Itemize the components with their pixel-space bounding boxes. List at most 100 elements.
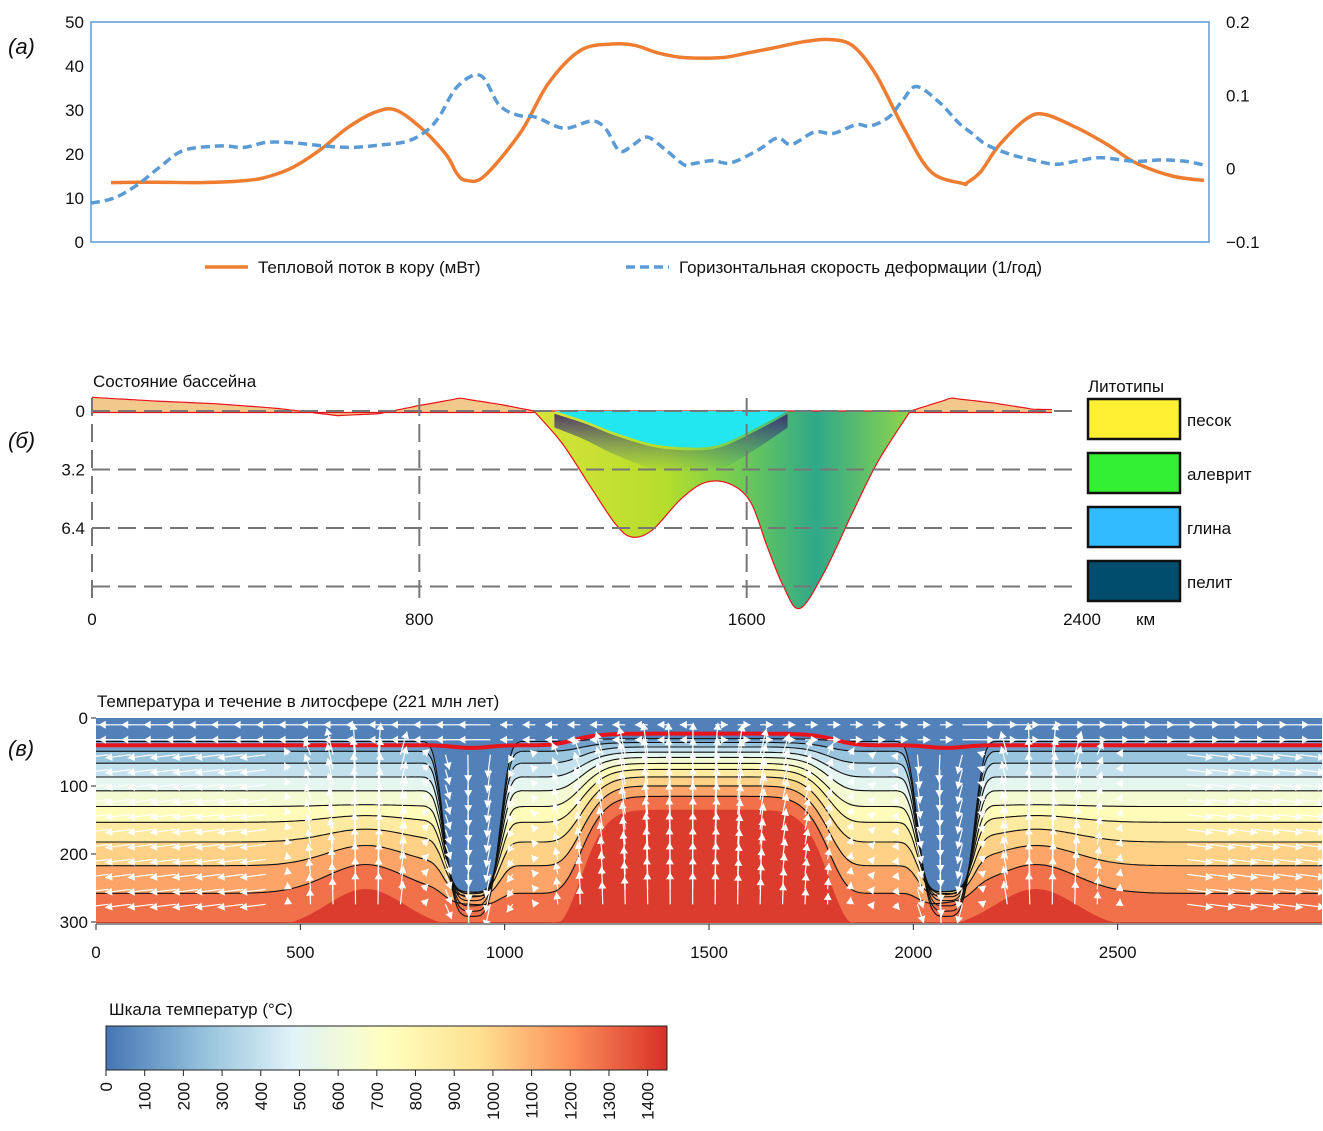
flow-vector-head [712, 797, 721, 805]
flow-vector-head [1071, 865, 1080, 874]
flow-vector-head [779, 853, 788, 861]
flow-vector-head [172, 827, 181, 836]
flow-vector-head [734, 858, 743, 866]
flow-vector-head [421, 808, 430, 817]
isotherm [96, 746, 1322, 907]
flow-vector-head [665, 842, 674, 850]
flow-vector-head [1295, 768, 1303, 776]
flow-vector-head [1050, 737, 1059, 746]
flow-vector-head [127, 842, 136, 851]
flow-vector-head [458, 720, 466, 729]
flow-vector-head [401, 731, 409, 740]
flow-vector-head [531, 854, 540, 863]
panel-b-x-tick: 0 [87, 610, 96, 629]
flow-vector-head [720, 735, 728, 744]
flow-vector-head [711, 857, 720, 865]
flow-vector-head [916, 855, 925, 864]
panel-a-y-tick: 20 [65, 145, 84, 164]
flow-vector-head [551, 772, 560, 781]
flow-vector-head [172, 887, 181, 896]
flow-vector-head [172, 812, 181, 821]
flow-vector-head [195, 902, 203, 911]
flow-vector-head [350, 767, 359, 775]
flow-vector-head [1093, 876, 1102, 884]
flow-vector-head [1096, 756, 1104, 765]
flow-vector-head [444, 836, 453, 845]
flow-vector-head [1024, 752, 1033, 760]
flow-vector-head [665, 767, 674, 775]
flow-vector-head [1205, 872, 1213, 881]
flow-vector-head [351, 872, 360, 880]
flow-vector-head [847, 762, 855, 771]
flow-vector-head [506, 904, 515, 913]
flow-vector-head [640, 737, 649, 746]
flow-vector-head [878, 720, 886, 729]
flow-vector-head [846, 792, 855, 801]
panel-a: (а) 0 10 20 30 40 50 −0.1 0 0.1 0.2 Тепловой пот… [8, 13, 1260, 277]
flow-vector-head [620, 876, 629, 884]
flow-vector-head [172, 842, 181, 851]
flow-vector-head [76, 736, 83, 744]
flow-vector-head [1115, 854, 1124, 862]
temperature-band [96, 809, 1322, 923]
flow-vector-head [233, 720, 241, 729]
flow-vector-head [553, 877, 561, 885]
flow-vector-head [1115, 749, 1124, 758]
flow-vector-head [239, 753, 248, 762]
flow-vector-head [83, 798, 90, 806]
flow-vector-head [217, 768, 225, 776]
flow-vector-head [1227, 783, 1236, 791]
flow-vector-head [127, 812, 136, 821]
flow-vector-head [846, 807, 855, 816]
flow-vector-head [522, 735, 530, 744]
flow-vector-head [616, 726, 625, 735]
flow-vector-head [195, 827, 203, 836]
flow-vector-head [105, 827, 113, 836]
flow-vector-head [350, 842, 359, 850]
flow-vector-head [445, 881, 453, 890]
flow-vector-head [1024, 812, 1033, 820]
flow-vector-head [867, 766, 876, 775]
flow-vector-head [1205, 797, 1213, 806]
flow-vector-head [977, 855, 986, 864]
colorbar-bar [105, 1025, 668, 1071]
flow-vector-head [150, 768, 158, 776]
flow-vector-head [349, 752, 358, 760]
flow-vector-head [1024, 827, 1033, 835]
flow-vector-head [736, 783, 745, 792]
flow-vector-head [891, 797, 899, 806]
basin-margin-sediments [92, 396, 1052, 417]
flow-vector-head [1250, 768, 1258, 776]
flow-vector-head [172, 783, 181, 791]
flow-vector-head [1049, 797, 1058, 805]
flow-vector-head [801, 888, 810, 896]
flow-vector-head [575, 871, 584, 880]
flow-vector-head [399, 836, 408, 844]
flow-vector-head [688, 812, 697, 820]
flow-vector-head [589, 720, 597, 729]
flow-vector-head [217, 812, 225, 821]
flow-vector-head [1205, 768, 1213, 776]
flow-vector-head [572, 752, 581, 760]
flow-vector-head [166, 735, 174, 744]
flow-vector-head [917, 885, 925, 894]
flow-vector-head [612, 720, 620, 729]
flow-vector-head [399, 806, 408, 814]
flow-vector-head [712, 812, 721, 820]
flow-vector-head [105, 887, 113, 896]
flow-vector-head [284, 822, 292, 831]
panel-a-y2-tick: 0.1 [1226, 86, 1250, 105]
flow-vector-head [802, 828, 811, 837]
flow-vector-head [1295, 783, 1303, 791]
flow-vector-head [867, 871, 875, 880]
flow-vector [467, 904, 470, 923]
panel-c-x-tick: 1000 [486, 943, 524, 962]
panel-b-y-tick: 3.2 [61, 461, 85, 480]
colorbar-tick-label: 300 [213, 1082, 232, 1110]
flow-vector-head [665, 782, 674, 790]
flow-vector-head [634, 720, 642, 729]
panel-c-x-tick: 2500 [1099, 943, 1137, 962]
flow-vector-head [284, 792, 292, 801]
flow-vector-head [1075, 746, 1083, 754]
flow-vector-head [400, 761, 409, 770]
